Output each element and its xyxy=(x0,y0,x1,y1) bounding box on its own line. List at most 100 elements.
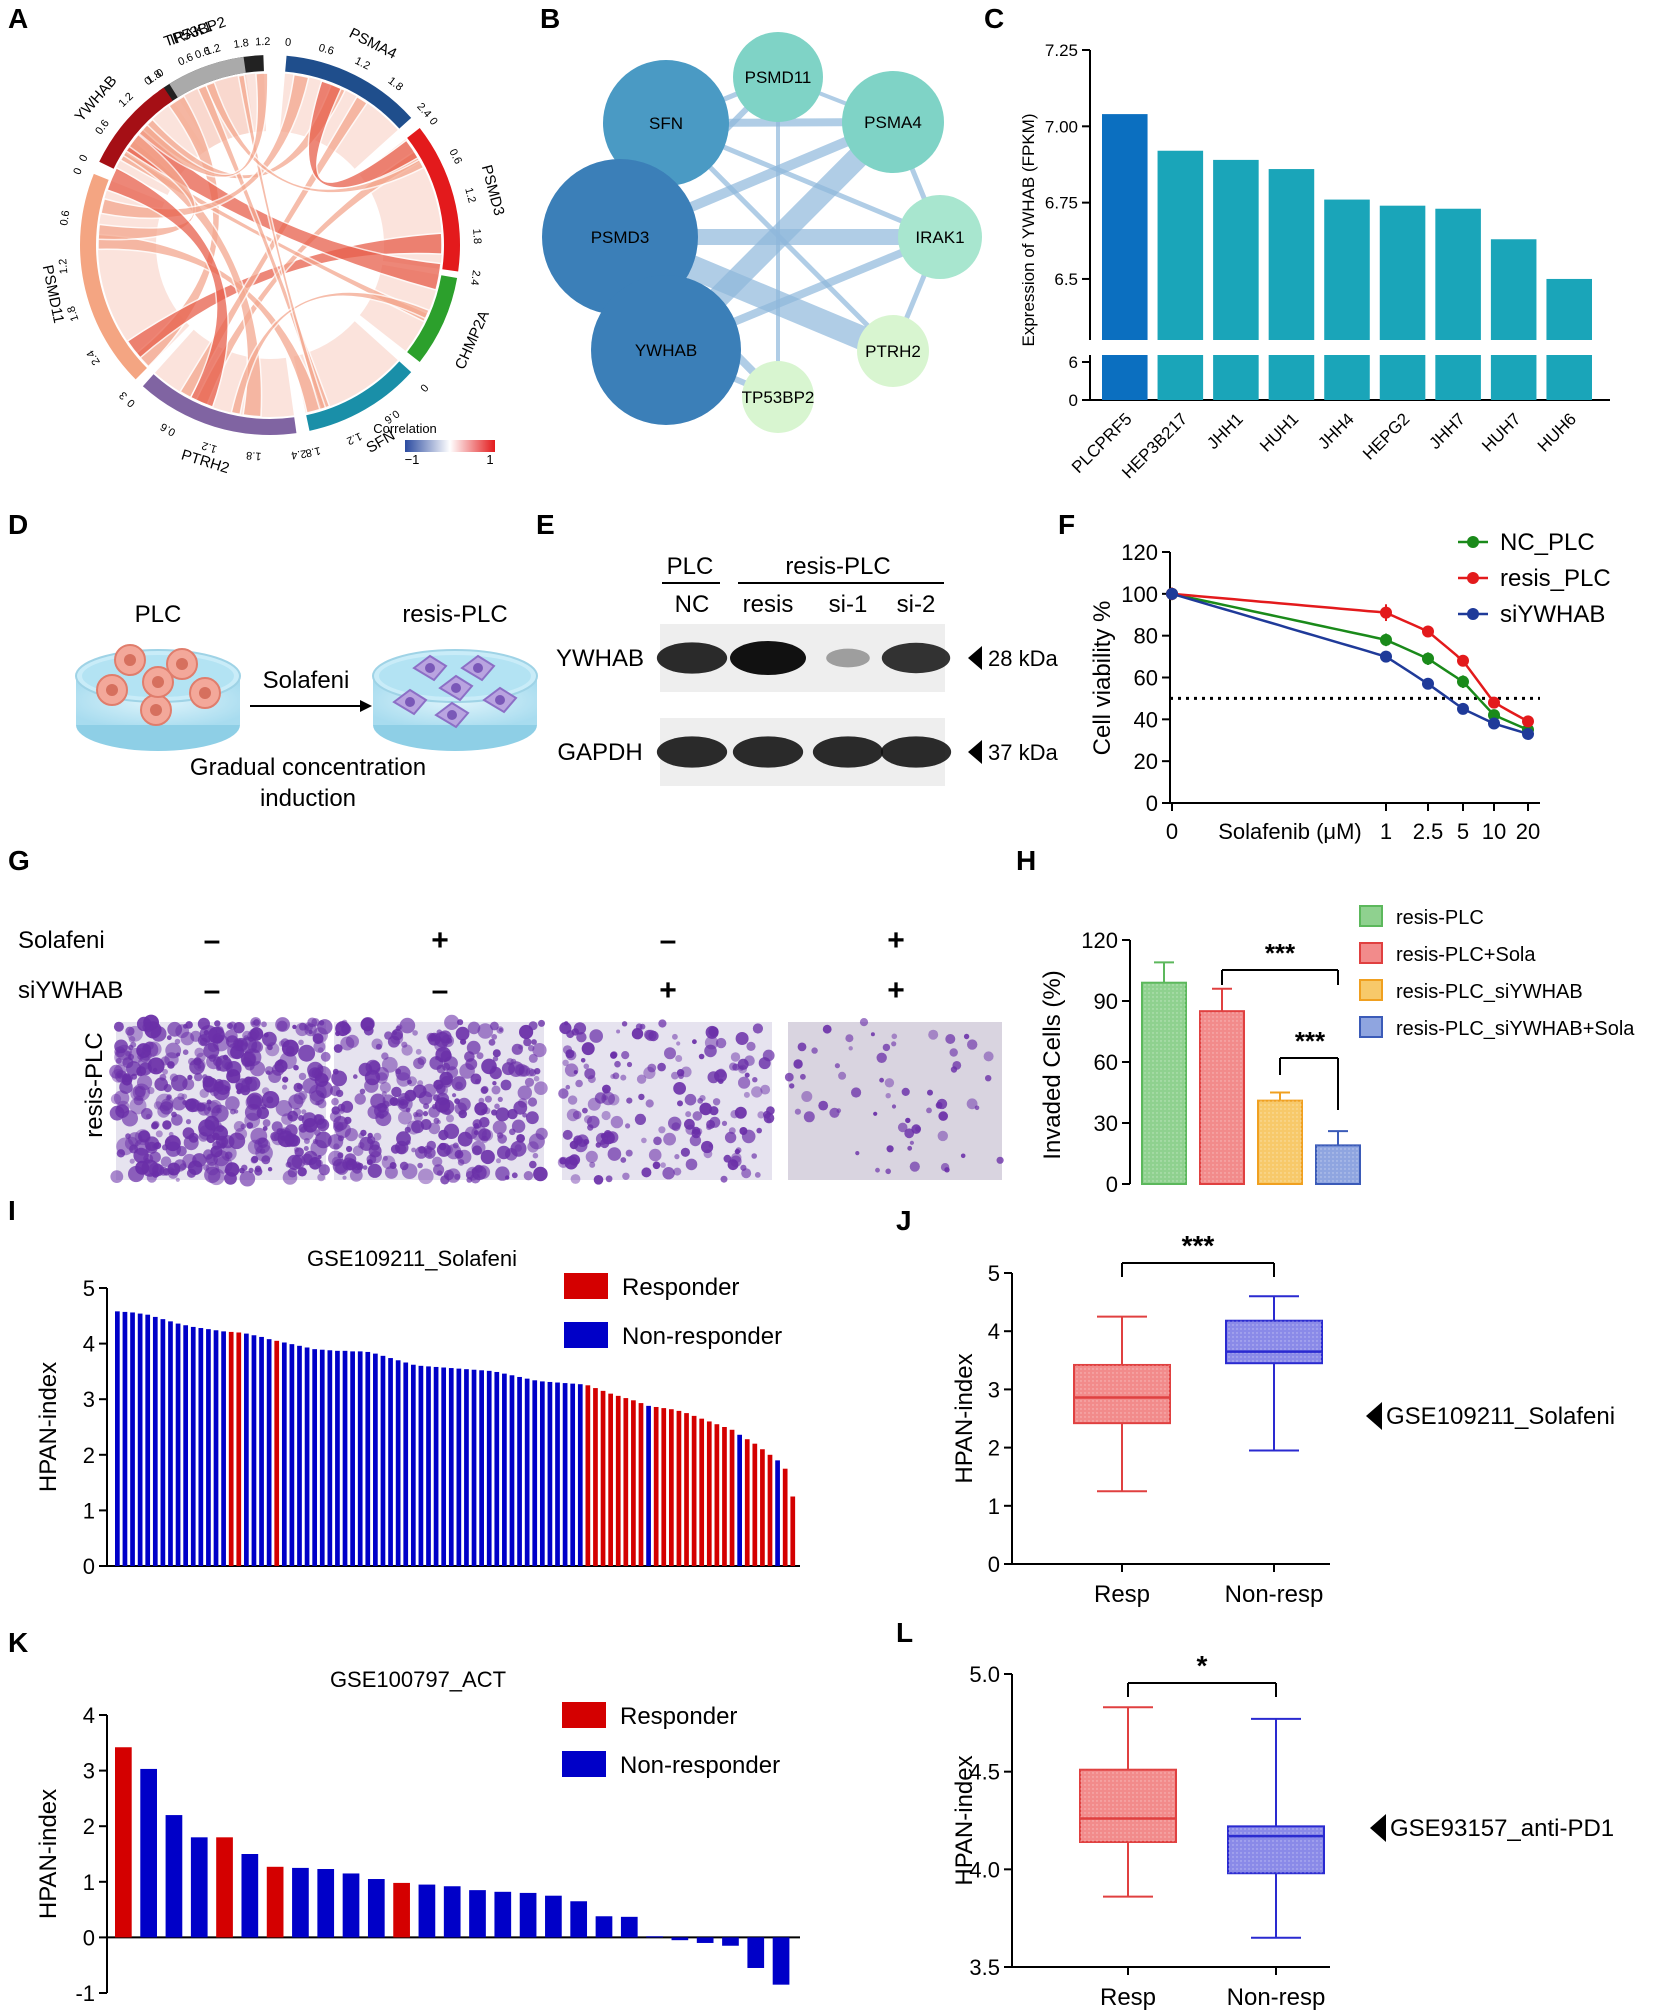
g-stained-cell xyxy=(303,1146,309,1151)
sign-solafeni-1: – xyxy=(204,924,221,957)
row-label-siywhab: siYWHAB xyxy=(18,977,123,1004)
g-stained-cell xyxy=(480,1149,495,1165)
l-y-tick-label: 4.5 xyxy=(969,1760,1000,1785)
i-bar xyxy=(152,1316,158,1566)
c-bar-jhh7 xyxy=(1435,208,1481,400)
k-bar xyxy=(165,1815,183,1938)
g-stained-cell xyxy=(226,1035,239,1048)
g-stained-cell xyxy=(471,1140,486,1155)
g-stained-cell xyxy=(517,1085,532,1100)
g-stained-cell xyxy=(249,1027,264,1041)
g-stained-cell xyxy=(364,1078,379,1093)
g-stained-cell xyxy=(189,1059,205,1075)
f-legend-label-resis_plc: resis_PLC xyxy=(1500,565,1611,592)
i-bar xyxy=(479,1370,484,1566)
e-kda-label: 37 kDa xyxy=(988,740,1058,765)
g-stained-cell xyxy=(339,1022,345,1028)
g-stained-cell xyxy=(358,1132,364,1139)
g-stained-cell xyxy=(528,1053,538,1063)
e-band xyxy=(881,642,951,674)
panel-letters: A B C D E F G H I J K L xyxy=(8,3,1075,1658)
chord-tick-label: 1.8 xyxy=(246,449,262,462)
f-point-siywhab xyxy=(1422,677,1434,690)
h-bar-texture xyxy=(1258,1100,1302,1184)
f-y-tick-label: 120 xyxy=(1121,540,1158,565)
c-axis-break xyxy=(1434,340,1482,355)
g-stained-cell xyxy=(516,1134,525,1143)
g-stained-cell xyxy=(793,1059,803,1069)
g-stained-cell xyxy=(652,1161,661,1170)
f-point-nc_plc xyxy=(1380,633,1392,646)
network-node-tp53bp2 xyxy=(742,361,814,433)
chord-tick-label: 0 xyxy=(427,115,440,127)
i-bar xyxy=(502,1373,507,1566)
c-x-tick-label-huh1: HUH1 xyxy=(1256,409,1302,455)
correlation-legend-min: −1 xyxy=(405,452,420,467)
g-stained-cell xyxy=(128,1044,134,1051)
g-stained-cell xyxy=(534,1068,541,1075)
panel-g-invasion-images: Solafeni siYWHAB – + – + – – + + resis-P… xyxy=(18,924,905,1138)
chord-tick-label: 1.2 xyxy=(255,36,271,49)
g-stained-cell xyxy=(473,1130,479,1136)
i-bar xyxy=(562,1383,568,1566)
f-x-tick-label: 2.5 xyxy=(1413,819,1444,844)
c-axis-break xyxy=(1378,340,1427,355)
c-axis-break xyxy=(1156,340,1205,355)
g-stained-cell xyxy=(584,1068,596,1080)
solafeni-arrow-label: Solafeni xyxy=(263,667,350,694)
g-stained-cell xyxy=(492,1120,507,1135)
g-stained-cell xyxy=(593,1175,604,1185)
g-stained-cell xyxy=(129,1158,135,1164)
chord-tick-label: 1.2 xyxy=(462,186,478,204)
g-stained-cell xyxy=(199,1088,209,1099)
g-stained-cell xyxy=(509,1128,516,1136)
panel-l-boxplot: 3.5 4.0 4.5 5.0 HPAN-index Resp Non-resp * GSE93… xyxy=(951,1650,1614,2011)
g-stained-cell xyxy=(641,1167,652,1178)
g-stained-cell xyxy=(185,1119,192,1125)
g-stained-cell xyxy=(442,1062,451,1071)
g-stained-cell xyxy=(882,1043,891,1052)
g-stained-cell xyxy=(362,1165,368,1170)
k-bar xyxy=(216,1837,233,1938)
g-stained-cell xyxy=(115,1057,122,1064)
g-stained-cell xyxy=(281,1039,299,1057)
network-node-label-ptrh2: PTRH2 xyxy=(865,342,921,361)
i-y-tick-label: 3 xyxy=(83,1387,95,1412)
g-stained-cell xyxy=(298,1039,304,1046)
g-stained-cell xyxy=(141,1108,153,1120)
e-band xyxy=(730,641,806,675)
g-stained-cell xyxy=(423,1147,436,1159)
f-legend-label-siywhab: siYWHAB xyxy=(1500,601,1605,628)
g-stained-cell xyxy=(368,1144,382,1158)
g-stained-cell xyxy=(202,1074,208,1080)
g-stained-cell xyxy=(672,1033,678,1040)
g-stained-cell xyxy=(531,1039,537,1045)
resis-plc-cell-nucleus xyxy=(473,663,483,673)
g-stained-cell xyxy=(607,1147,622,1161)
g-stained-cell xyxy=(760,1084,771,1095)
g-stained-cell xyxy=(818,1100,829,1111)
panel-letter-a: A xyxy=(8,3,28,34)
g-stained-cell xyxy=(794,1108,802,1115)
g-stained-cell xyxy=(671,1071,679,1080)
network-node-psmd11 xyxy=(733,32,823,122)
g-stained-cell xyxy=(265,1042,280,1057)
g-stained-cell xyxy=(254,1167,263,1176)
g-stained-cell xyxy=(589,1161,596,1168)
g-stained-cell xyxy=(471,1165,487,1181)
i-y-tick-label: 5 xyxy=(83,1276,95,1301)
g-stained-cell xyxy=(601,1110,611,1121)
g-stained-cell xyxy=(967,1039,978,1050)
g-stained-cell xyxy=(128,1036,136,1043)
g-stained-cell xyxy=(712,1098,721,1106)
g-stained-cell xyxy=(443,1123,460,1140)
correlation-legend-max: 1 xyxy=(486,452,493,467)
g-stained-cell xyxy=(891,1104,897,1109)
g-stained-cell xyxy=(167,1061,175,1069)
g-stained-cell xyxy=(756,1127,762,1134)
network-node-label-psma4: PSMA4 xyxy=(864,113,922,132)
network-node-label-psmd3: PSMD3 xyxy=(591,228,650,247)
chord-tick-label: 0.6 xyxy=(158,420,177,438)
g-stained-cell xyxy=(879,1077,884,1083)
g-stained-cell xyxy=(398,1110,412,1125)
